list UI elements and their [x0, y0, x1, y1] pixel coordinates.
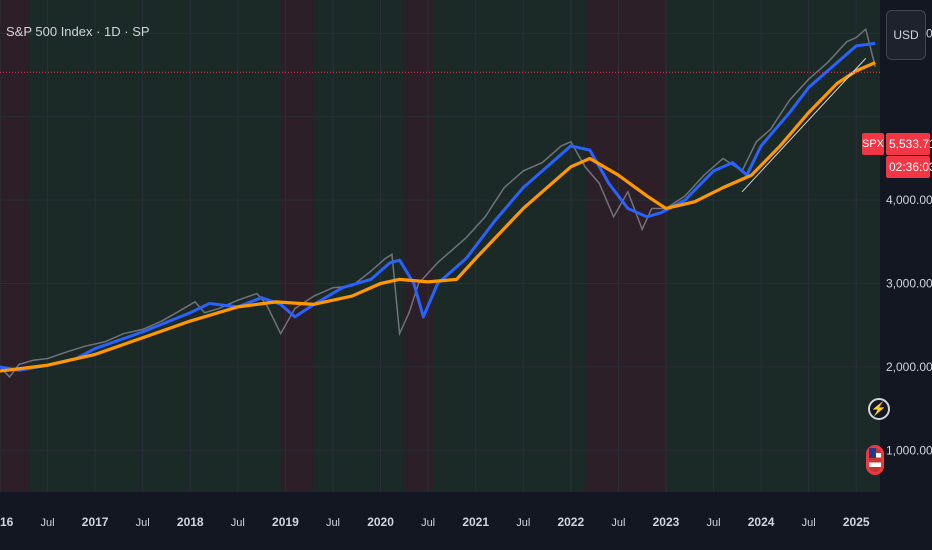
y-tick-label-3: 4,000.00 [886, 193, 932, 207]
bull-zone [0, 0, 880, 492]
price-scale-bg [880, 0, 932, 550]
x-tick-label-0: 2016 [0, 515, 14, 529]
lightning-icon[interactable]: ⚡ [868, 398, 890, 420]
bear-zone-3 [585, 0, 666, 492]
y-tick-label-0: 1,000.00 [886, 443, 932, 457]
fast_ma-line [0, 41, 876, 372]
symbol-badge: SPX [862, 133, 884, 155]
us-flag-icon[interactable] [866, 445, 884, 475]
x-tick-label-14: 2023 [653, 515, 680, 529]
currency-button[interactable]: USD [886, 10, 926, 60]
x-tick-label-13: Jul [611, 517, 625, 529]
x-tick-label-4: 2018 [177, 515, 204, 529]
x-tick-label-17: Jul [802, 517, 816, 529]
price-candles [0, 27, 876, 379]
x-tick-label-1: Jul [41, 517, 55, 529]
x-axis: 2016 Jul 2017 Jul 2018 Jul 2019 Jul 2020 Jul 2021 J… [0, 515, 870, 529]
x-tick-label-9: Jul [421, 517, 435, 529]
bar-countdown-label: 02:36:03 [886, 156, 932, 178]
x-tick-label-3: Jul [136, 517, 150, 529]
x-tick-label-16: 2024 [748, 515, 775, 529]
chart-grid [0, 0, 880, 492]
trendline-line [741, 58, 867, 193]
chart-title: S&P 500 Index · 1D · SP [6, 24, 150, 39]
x-tick-label-5: Jul [231, 517, 245, 529]
bear-zone-0 [0, 0, 29, 492]
x-tick-label-8: 2020 [367, 515, 394, 529]
current-price-label: 5,533.71 [886, 133, 932, 155]
bear-zone-1 [280, 0, 314, 492]
x-tick-label-6: 2019 [272, 515, 299, 529]
time-scale-bg [0, 492, 880, 550]
x-tick-label-15: Jul [706, 517, 720, 529]
x-tick-label-2: 2017 [82, 515, 109, 529]
x-tick-label-7: Jul [326, 517, 340, 529]
x-tick-label-12: 2022 [557, 515, 584, 529]
x-tick-label-10: 2021 [462, 515, 489, 529]
y-tick-label-2: 3,000.00 [886, 277, 932, 291]
candle-series [0, 27, 876, 379]
slow_ma-line [0, 61, 876, 373]
series-lines [0, 41, 880, 373]
y-tick-label-1: 2,000.00 [886, 360, 932, 374]
x-tick-label-18: 2025 [843, 515, 870, 529]
x-tick-label-11: Jul [516, 517, 530, 529]
